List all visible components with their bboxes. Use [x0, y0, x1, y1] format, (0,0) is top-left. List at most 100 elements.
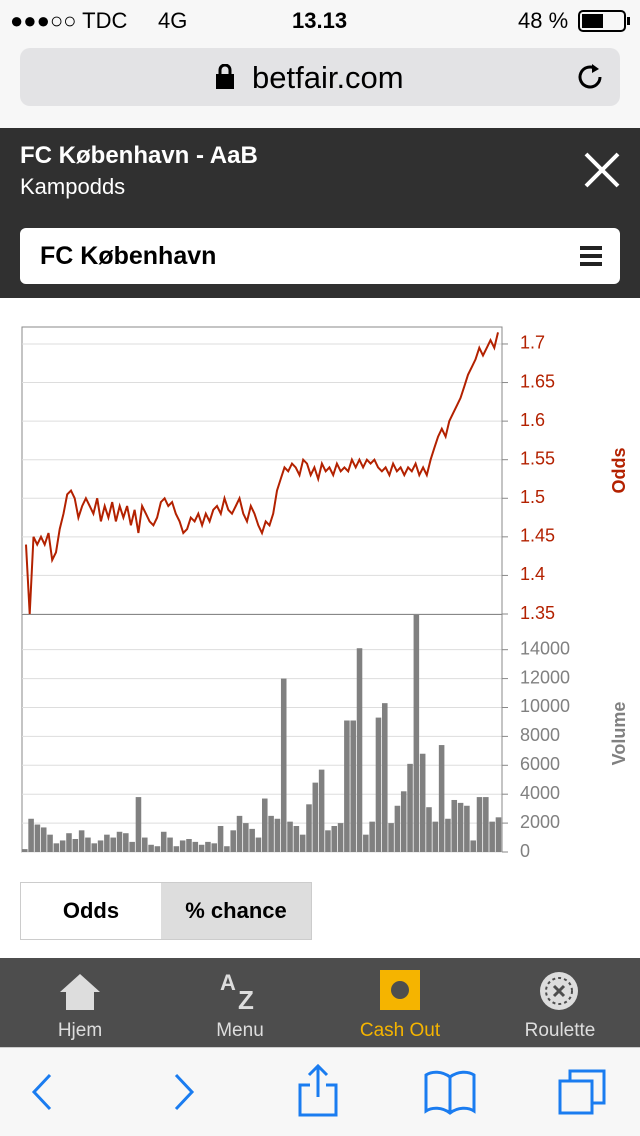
volume-bar: [230, 830, 236, 852]
volume-bar: [476, 797, 483, 852]
network: 4G: [158, 8, 188, 33]
volume-bar: [249, 828, 255, 852]
volume-bar: [160, 831, 167, 852]
volume-bar: [318, 769, 325, 852]
volume-bar: [375, 717, 382, 852]
toggle-odds[interactable]: Odds: [21, 883, 161, 939]
volume-bar: [306, 804, 312, 852]
url: betfair.com: [252, 60, 404, 95]
volume-bar: [22, 849, 28, 852]
y-tick-label: 1.7: [520, 333, 545, 353]
carrier: ●●●○○ TDC: [10, 8, 128, 33]
volume-bar: [142, 837, 148, 852]
close-button[interactable]: [584, 152, 620, 188]
volume-bar: [104, 834, 110, 852]
volume-bar: [236, 815, 243, 852]
az-icon: AZ: [220, 970, 254, 1014]
axis-label: Odds: [609, 447, 629, 493]
volume-bar: [312, 782, 319, 852]
tab-home[interactable]: Hjem: [57, 1020, 103, 1041]
volume-bar: [59, 840, 66, 852]
y-tick-label: 14000: [520, 638, 570, 658]
volume-bar: [262, 798, 268, 852]
volume-bar: [205, 841, 211, 852]
volume-bar: [198, 844, 205, 852]
share-button[interactable]: [298, 1063, 338, 1117]
svg-text:Z: Z: [238, 985, 254, 1014]
volume-bar: [40, 827, 47, 852]
url-field[interactable]: betfair.com: [20, 48, 620, 106]
volume-bar: [356, 648, 363, 852]
y-tick-label: 1.55: [520, 448, 555, 468]
volume-bar: [388, 823, 394, 852]
y-tick-label: 1.35: [520, 603, 555, 623]
y-tick-label: 8000: [520, 725, 560, 745]
header: FC København - AaB Kampodds: [0, 128, 640, 212]
volume-bar: [407, 763, 413, 852]
volume-bar: [179, 840, 186, 852]
volume-bar: [489, 821, 495, 852]
toggle: Odds % chance: [20, 882, 312, 940]
toggle-chance[interactable]: % chance: [161, 883, 311, 939]
volume-bar: [53, 843, 60, 852]
tabs-button[interactable]: [558, 1069, 606, 1115]
volume-bar: [173, 846, 180, 852]
runner-selector[interactable]: FC København: [20, 228, 620, 284]
volume-bar: [337, 823, 344, 852]
volume-bar: [344, 720, 350, 852]
home-icon: [60, 974, 100, 1010]
plot-frame: [21, 326, 503, 853]
volume-bar: [78, 830, 85, 852]
volume-bar: [299, 834, 306, 852]
roulette-icon: [540, 972, 578, 1010]
browser-bar: betfair.com: [0, 40, 640, 128]
volume-bar: [413, 615, 420, 852]
volume-bar: [363, 834, 369, 852]
tab-roulette[interactable]: Roulette: [524, 1020, 596, 1041]
y-tick-label: 2000: [520, 812, 560, 832]
volume-bar: [154, 846, 161, 852]
match-subtitle: Kampodds: [20, 174, 126, 199]
forward-button[interactable]: [174, 1073, 195, 1111]
volume-bar: [438, 745, 445, 852]
volume-bar: [97, 840, 104, 852]
tab-cashout[interactable]: Cash Out: [359, 1020, 441, 1041]
volume-bar: [217, 825, 224, 852]
volume-bar: [331, 825, 338, 852]
y-tick-label: 0: [520, 841, 530, 861]
browser-toolbar: [0, 1047, 640, 1136]
tab-menu[interactable]: Menu: [216, 1020, 264, 1041]
y-tick-label: 12000: [520, 667, 570, 687]
y-tick-label: 1.4: [520, 564, 545, 584]
battery-icon: [578, 10, 630, 32]
odds-line: [25, 332, 499, 615]
volume-bar: [350, 720, 356, 852]
axis-label: Volume: [609, 702, 629, 766]
volume-bar: [293, 825, 300, 852]
volume-bar: [445, 818, 451, 852]
volume-bar: [243, 823, 249, 852]
volume-bar: [400, 791, 407, 852]
reload-icon[interactable]: [576, 62, 606, 92]
cashout-icon: [380, 970, 420, 1010]
volume-bar: [274, 818, 281, 852]
back-button[interactable]: [31, 1073, 52, 1111]
y-tick-label: 1.6: [520, 410, 545, 430]
volume-bar: [85, 837, 91, 852]
volume-bar: [483, 797, 489, 852]
y-tick-label: 6000: [520, 754, 560, 774]
volume-bar: [110, 837, 116, 852]
volume-bar: [129, 841, 135, 852]
volume-bar: [268, 815, 274, 852]
y-tick-label: 10000: [520, 696, 570, 716]
chart: 1.35 1.4 1.45 1.5 1.55 1.6 1.65 1.7 Odds 0 2000 400…: [21, 326, 629, 861]
volume-bar: [224, 846, 230, 852]
bookmarks-button[interactable]: [424, 1070, 476, 1115]
volume-bar: [167, 837, 173, 852]
volume-bar: [426, 807, 432, 852]
volume-bar: [66, 833, 72, 852]
volume-bar: [255, 837, 262, 852]
volume-bar: [211, 843, 218, 852]
